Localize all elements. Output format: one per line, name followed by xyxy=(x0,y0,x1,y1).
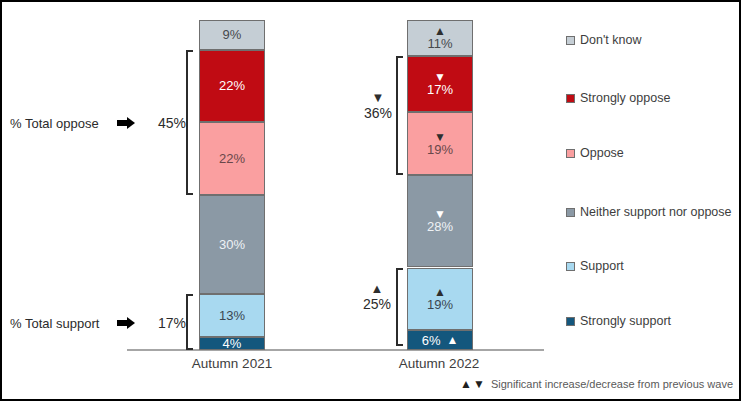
total-oppose-label: % Total oppose xyxy=(10,116,99,131)
total-support-label: % Total support xyxy=(10,316,99,331)
legend-label: Don't know xyxy=(580,33,641,47)
bar-segment-support: 13% xyxy=(199,294,265,337)
legend-item-don-t-know: Don't know xyxy=(566,33,641,47)
segment-value-label: 4% xyxy=(223,337,242,350)
segment-value-label: 9% xyxy=(223,28,242,41)
legend-item-neither-support-nor-oppose: Neither support nor oppose xyxy=(566,205,731,219)
significance-up-triangle-icon: ▲ xyxy=(434,287,446,297)
legend-item-oppose: Oppose xyxy=(566,146,624,160)
axis-label-autumn-2021: Autumn 2021 xyxy=(177,356,287,371)
support-bracket-autumn-2022 xyxy=(396,268,403,347)
significance-down-triangle-icon: ▼ xyxy=(434,209,446,219)
significance-down-triangle-icon: ▼ xyxy=(434,72,446,82)
segment-value-label: 19% xyxy=(427,143,453,156)
legend-item-support: Support xyxy=(566,259,624,273)
segment-value-label: 22% xyxy=(219,152,245,165)
total-support-value: 17% xyxy=(158,315,186,331)
support-bracket-autumn-2021 xyxy=(186,294,193,350)
significance-up-triangle-icon: ▲ xyxy=(434,26,446,36)
axis-label-autumn-2022: Autumn 2022 xyxy=(384,356,494,371)
significance-down-triangle-icon: ▼ xyxy=(434,132,446,142)
significance-note-text: Significant increase/decrease from previ… xyxy=(491,378,733,390)
legend-swatch-icon xyxy=(566,208,575,217)
bar-segment-neither-support-nor-oppose: ▼28% xyxy=(407,175,473,267)
legend-label: Neither support nor oppose xyxy=(580,205,731,219)
bar-segment-strongly-support: 4% xyxy=(199,337,265,350)
legend-swatch-icon xyxy=(566,36,575,45)
legend-swatch-icon xyxy=(566,94,575,103)
segment-value-label: 17% xyxy=(427,83,453,96)
segment-value-label: 22% xyxy=(219,79,245,92)
legend-item-strongly-support: Strongly support xyxy=(566,314,671,328)
wave2-support-value: 25% xyxy=(352,296,402,313)
bar-segment-don-t-know: ▲11% xyxy=(407,20,473,56)
legend-swatch-icon xyxy=(566,262,575,271)
segment-value-label: 13% xyxy=(219,309,245,322)
significance-up-triangle-icon: ▲ xyxy=(446,335,458,345)
right-arrow-icon xyxy=(117,117,136,130)
bar-segment-support: ▲19% xyxy=(407,268,473,331)
bar-segment-neither-support-nor-oppose: 30% xyxy=(199,195,265,294)
bar-segment-oppose: ▼19% xyxy=(407,112,473,175)
bar-segment-oppose: 22% xyxy=(199,122,265,195)
segment-value-label: 19% xyxy=(427,298,453,311)
legend-label: Strongly support xyxy=(580,314,671,328)
segment-value-label: 28% xyxy=(427,220,453,233)
bar-segment-don-t-know: 9% xyxy=(199,20,265,50)
segment-value-label: 6% xyxy=(422,334,441,347)
total-oppose-value: 45% xyxy=(158,115,186,131)
legend-swatch-icon xyxy=(566,149,575,158)
legend-item-strongly-oppose: Strongly oppose xyxy=(566,91,670,105)
legend-label: Oppose xyxy=(580,146,624,160)
segment-value-label: 11% xyxy=(427,37,452,50)
oppose-bracket-autumn-2021 xyxy=(186,50,193,195)
increase-triangle-icon: ▲ xyxy=(352,282,402,295)
right-arrow-icon xyxy=(117,317,136,330)
legend-label: Strongly oppose xyxy=(580,91,670,105)
bar-segment-strongly-support: 6% ▲ xyxy=(407,330,473,350)
bar-segment-strongly-oppose: ▼17% xyxy=(407,56,473,112)
bar-segment-strongly-oppose: 22% xyxy=(199,50,265,123)
legend-swatch-icon xyxy=(566,317,575,326)
total-support-annotation: % Total support 17% xyxy=(10,315,186,331)
survey-stacked-bar-chart: Autumn 2021 Autumn 2022 % Total oppose 4… xyxy=(0,0,741,401)
legend-label: Support xyxy=(580,259,624,273)
total-oppose-annotation: % Total oppose 45% xyxy=(10,115,186,131)
legend: Don't know Strongly oppose Oppose Neither s… xyxy=(566,2,741,362)
wave2-support-annotation: ▲ 25% xyxy=(352,282,402,313)
oppose-bracket-autumn-2022 xyxy=(396,56,403,175)
significance-note: ▲▼ Significant increase/decrease from pr… xyxy=(460,377,733,391)
increase-decrease-triangles-icon: ▲▼ xyxy=(460,377,486,391)
segment-value-label: 30% xyxy=(219,238,245,251)
